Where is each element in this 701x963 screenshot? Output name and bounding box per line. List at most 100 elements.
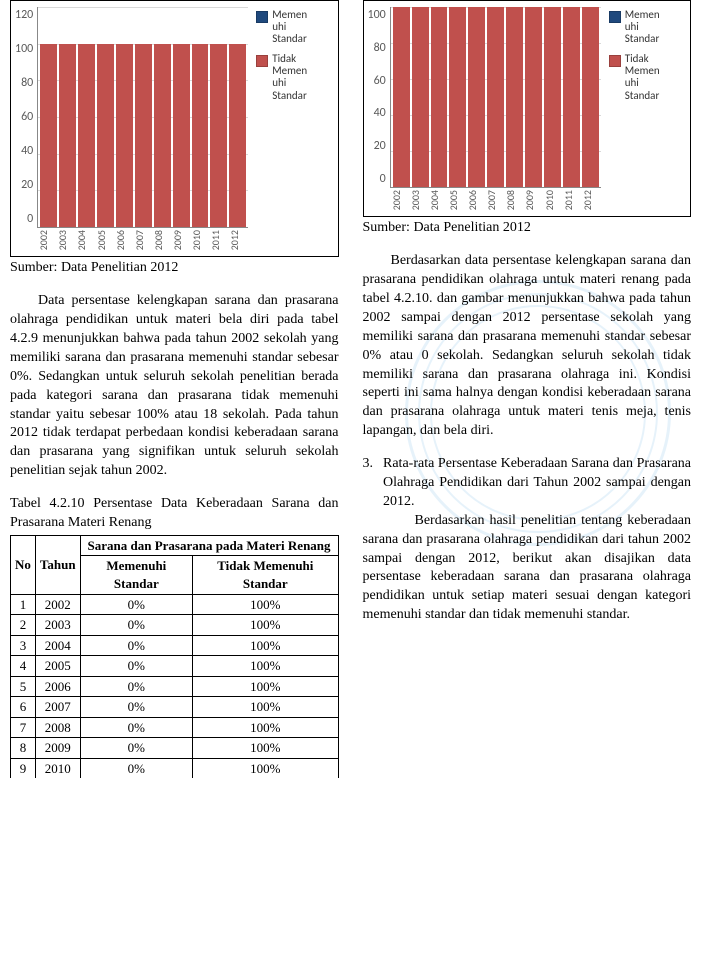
legend-label: TidakMemenuhiStandar [272,53,307,101]
table-cell: 8 [11,738,36,759]
legend-swatch [609,55,621,67]
th-group: Sarana dan Prasarana pada Materi Renang [80,535,338,556]
table-cell: 100% [193,738,338,759]
table-cell: 2008 [35,717,80,738]
x-tick-label: 2005 [447,190,466,212]
legend-swatch [256,55,268,67]
x-tick-label: 2008 [152,230,171,252]
chart-renang: 1008060402002002200320042005200620072008… [363,0,692,217]
bar [78,44,95,227]
table-cell: 0% [80,635,193,656]
table-cell: 100% [193,594,338,615]
x-tick-label: 2002 [390,190,409,212]
table-cell: 100% [193,656,338,677]
bar [468,7,485,187]
x-tick-label: 2011 [209,230,228,252]
bar [210,44,227,227]
table-cell: 100% [193,717,338,738]
paragraph-left-1: Data persentase kelengkapan sarana dan p… [10,292,339,481]
th-mem: Memenuhi Standar [80,556,193,594]
table-title: Tabel 4.2.10 Persentase Data Keberadaan … [10,495,339,533]
table-cell: 2005 [35,656,80,677]
table-renang: No Tahun Sarana dan Prasarana pada Mater… [10,535,339,779]
y-tick-label: 0 [380,171,386,187]
left-column: 1201008060402002002200320042005200620072… [10,0,339,778]
bar [525,7,542,187]
legend-item: TidakMemenuhiStandar [609,53,660,101]
table-cell: 2 [11,615,36,636]
paragraph-right-1: Berdasarkan data persentase kelengkapan … [363,252,692,441]
table-cell: 4 [11,656,36,677]
table-cell: 2006 [35,676,80,697]
section-heading-3: 3. Rata-rata Persentase Keberadaan Saran… [363,455,692,512]
bar [506,7,523,187]
table-cell: 3 [11,635,36,656]
table-cell: 100% [193,758,338,778]
bar [393,7,410,187]
th-no: No [11,535,36,594]
th-tahun: Tahun [35,535,80,594]
x-tick-label: 2006 [114,230,133,252]
table-cell: 2007 [35,697,80,718]
x-tick-label: 2012 [581,190,600,212]
table-row: 320040%100% [11,635,339,656]
bar [544,7,561,187]
paragraph-right-2: Berdasarkan hasil penelitian tentang keb… [363,512,692,625]
table-cell: 100% [193,676,338,697]
table-cell: 2003 [35,615,80,636]
table-cell: 0% [80,676,193,697]
x-tick-label: 2008 [504,190,523,212]
table-cell: 6 [11,697,36,718]
x-tick-label: 2007 [133,230,152,252]
y-tick-label: 0 [27,211,33,227]
table-cell: 5 [11,676,36,697]
bar [116,44,133,227]
x-tick-label: 2009 [523,190,542,212]
y-tick-label: 40 [21,143,33,159]
table-cell: 2009 [35,738,80,759]
y-tick-label: 40 [374,105,386,121]
table-cell: 0% [80,758,193,778]
x-tick-label: 2002 [37,230,56,252]
x-tick-label: 2010 [190,230,209,252]
bar [154,44,171,227]
table-cell: 0% [80,594,193,615]
bar [59,44,76,227]
chart-source-left: Sumber: Data Penelitian 2012 [10,259,339,278]
legend-label: MemenuhiStandar [272,9,307,45]
bar [192,44,209,227]
bar [582,7,599,187]
table-row: 520060%100% [11,676,339,697]
legend-swatch [256,11,268,23]
legend: MemenuhiStandar TidakMemenuhiStandar [254,7,309,112]
table-row: 820090%100% [11,738,339,759]
legend-item: MemenuhiStandar [609,9,660,45]
table-cell: 2010 [35,758,80,778]
chart-bela-diri: 1201008060402002002200320042005200620072… [10,0,339,257]
heading-text: Rata-rata Persentase Keberadaan Sarana d… [383,455,691,512]
bar [40,44,57,227]
bar [173,44,190,227]
table-cell: 1 [11,594,36,615]
table-cell: 100% [193,635,338,656]
bar [97,44,114,227]
table-cell: 2002 [35,594,80,615]
th-tidak: Tidak Memenuhi Standar [193,556,338,594]
chart-source-right: Sumber: Data Penelitian 2012 [363,219,692,238]
legend-label: MemenuhiStandar [625,9,660,45]
legend-item: MemenuhiStandar [256,9,307,45]
right-column: 1008060402002002200320042005200620072008… [363,0,692,778]
legend: MemenuhiStandar TidakMemenuhiStandar [607,7,662,112]
y-tick-label: 80 [21,75,33,91]
heading-number: 3. [363,455,374,512]
bar [229,44,246,227]
y-tick-label: 100 [368,7,386,23]
table-cell: 0% [80,697,193,718]
x-tick-label: 2011 [562,190,581,212]
table-cell: 7 [11,717,36,738]
x-tick-label: 2005 [95,230,114,252]
x-tick-label: 2004 [428,190,447,212]
y-tick-label: 80 [374,40,386,56]
bar [135,44,152,227]
table-row: 720080%100% [11,717,339,738]
